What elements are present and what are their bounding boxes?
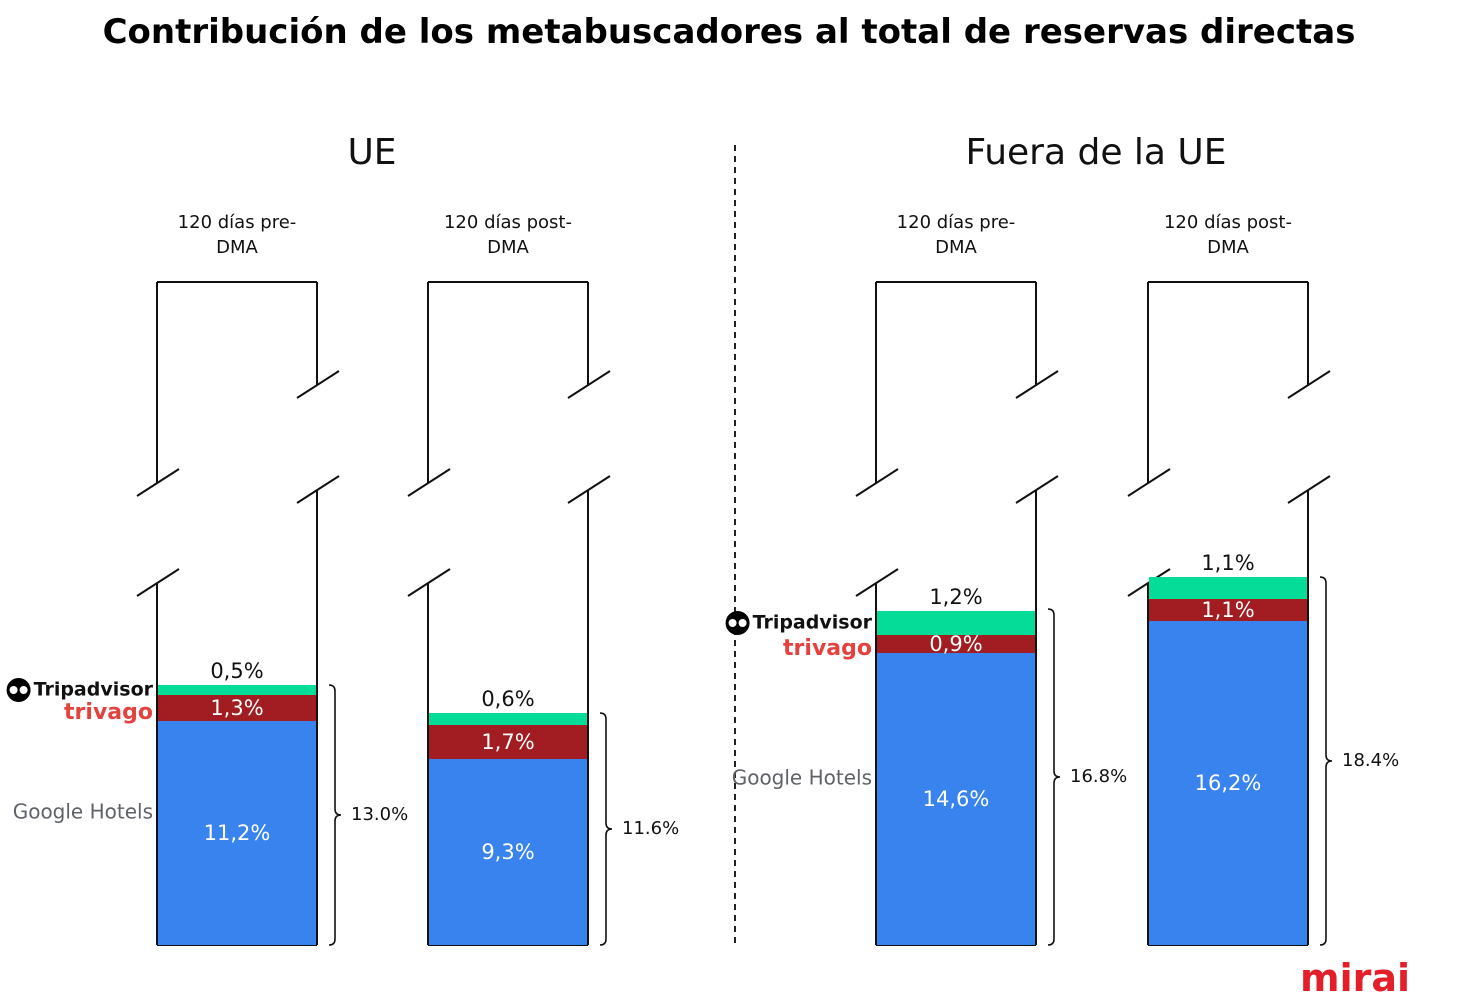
total-label: 16.8%: [1070, 766, 1127, 787]
legend-icon: [738, 619, 747, 627]
total-brace: [1047, 608, 1061, 946]
value-label: 16,2%: [1195, 771, 1262, 795]
bar-segment: [877, 635, 1035, 653]
bar-segment: [1149, 599, 1307, 621]
frame-line: [1287, 370, 1331, 399]
total-brace: [1319, 576, 1333, 946]
total-label: 13.0%: [351, 804, 408, 825]
value-label: 0,5%: [210, 659, 263, 683]
bar-segment: [429, 713, 587, 725]
total-brace: [328, 684, 342, 946]
frame-line: [407, 468, 451, 497]
legend-entry: trivago: [783, 636, 872, 661]
page-title: Contribución de los metabuscadores al to…: [102, 12, 1356, 52]
bar-segment: [429, 725, 587, 759]
value-label: 1,1%: [1201, 551, 1254, 575]
bar-segment: [1149, 577, 1307, 599]
value-label: 1,1%: [1201, 598, 1254, 622]
value-label: 9,3%: [481, 840, 534, 864]
category-label: 120 días post-DMA: [1163, 212, 1292, 258]
legend-icon: [6, 678, 31, 702]
legend-icon: [725, 611, 750, 635]
frame-line: [567, 370, 611, 399]
value-label: 1,7%: [481, 730, 534, 754]
frame-line: [855, 468, 899, 497]
legend-icon: [728, 619, 737, 627]
legend-entry: Google Hotels: [13, 800, 153, 824]
panel-title: UE: [347, 132, 397, 173]
frame-line: [567, 475, 611, 504]
legend-entry: Tripadvisor: [753, 612, 873, 634]
frame-line: [1127, 468, 1171, 497]
frame-line: [136, 468, 180, 497]
category-label: 120 días pre-DMA: [896, 212, 1016, 258]
category-label: 120 días post-DMA: [443, 212, 572, 258]
value-label: 0,6%: [481, 687, 534, 711]
frame-line: [296, 475, 340, 504]
legend-entry: Tripadvisor: [34, 679, 154, 701]
bar-segment: [158, 721, 316, 945]
frame-line: [1015, 475, 1059, 504]
value-label: 1,2%: [929, 585, 982, 609]
total-label: 18.4%: [1342, 750, 1399, 771]
legend-entry: trivago: [64, 700, 153, 725]
total-label: 11.6%: [622, 818, 679, 839]
frame-line: [407, 568, 451, 597]
panel-title: Fuera de la UE: [965, 132, 1227, 173]
brand-logo: mirai: [1299, 956, 1410, 1000]
frame-line: [1287, 475, 1331, 504]
value-label: 0,9%: [929, 632, 982, 656]
frame-line: [1015, 370, 1059, 399]
bar-segment: [158, 695, 316, 721]
total-brace: [599, 712, 613, 946]
bar-segment: [877, 653, 1035, 945]
bar-segment: [877, 611, 1035, 635]
frame-line: [855, 568, 899, 597]
legend-entry: Google Hotels: [732, 766, 872, 790]
frame-line: [296, 370, 340, 399]
bar-segment: [158, 685, 316, 695]
category-label: 120 días pre-DMA: [177, 212, 297, 258]
legend-icon: [19, 686, 28, 694]
bar-segment: [1149, 621, 1307, 945]
bar-segment: [429, 759, 587, 945]
frame-line: [136, 568, 180, 597]
value-label: 14,6%: [923, 787, 990, 811]
value-label: 11,2%: [204, 821, 271, 845]
legend-icon: [9, 686, 18, 694]
value-label: 1,3%: [210, 696, 263, 720]
